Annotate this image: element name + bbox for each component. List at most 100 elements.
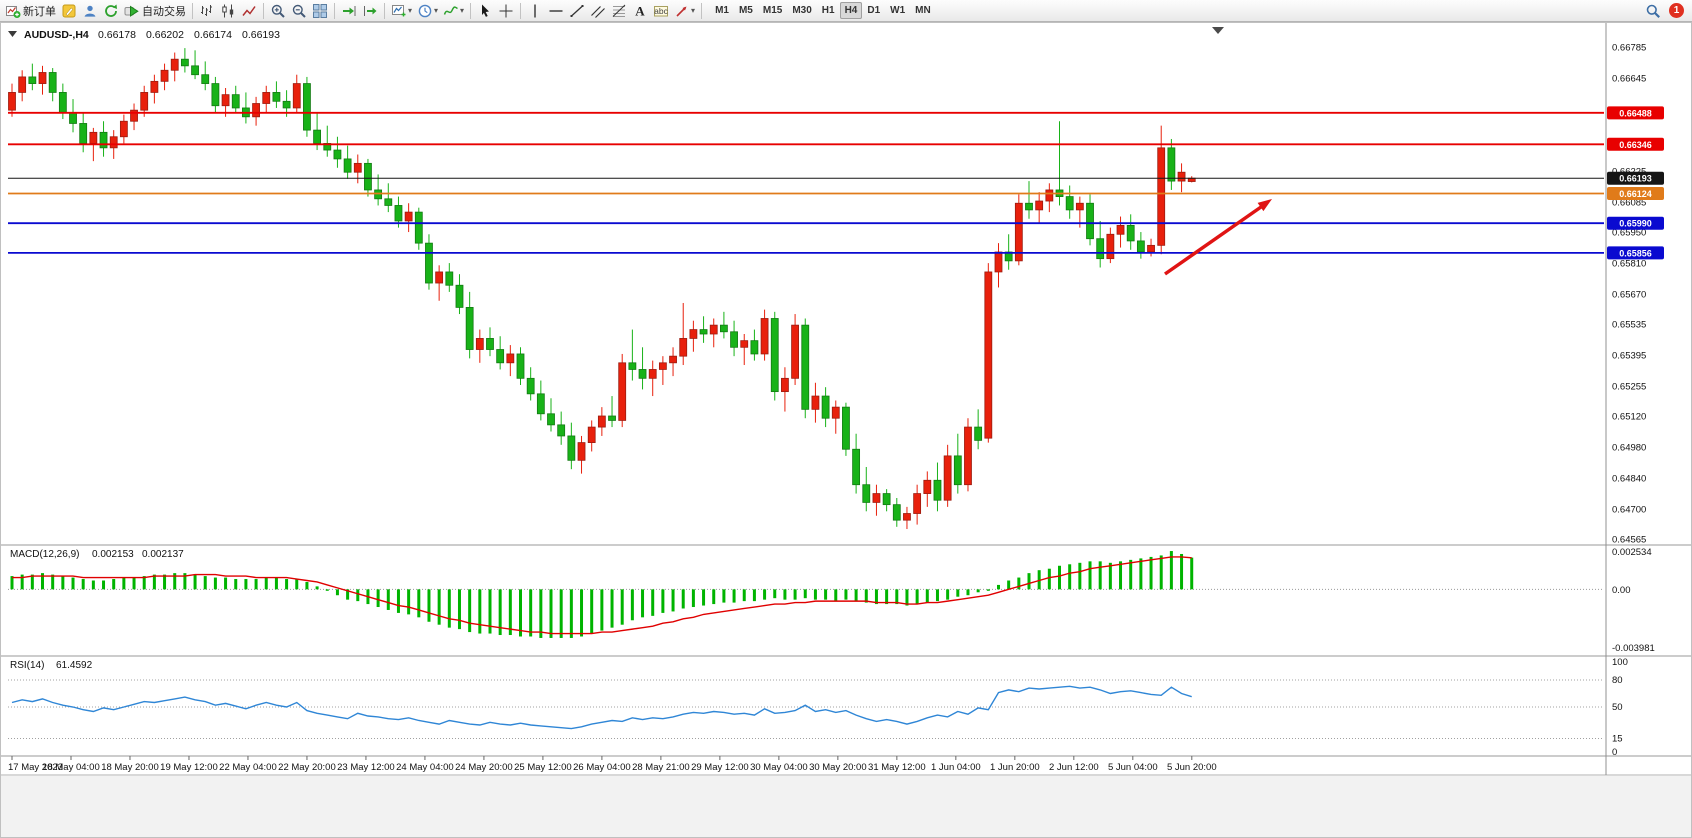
candle <box>445 271 454 286</box>
crosshair-icon <box>499 4 513 17</box>
price-badge <box>1607 186 1664 200</box>
zoom-in-button[interactable] <box>268 1 288 21</box>
vertical-line-button[interactable] <box>525 1 545 21</box>
time-label: 30 May 20:00 <box>809 762 867 773</box>
candle <box>211 83 220 107</box>
tile-windows-button[interactable] <box>310 1 330 21</box>
candle <box>170 58 179 71</box>
dropdown-arrow-icon[interactable]: ▾ <box>434 6 439 15</box>
bar-chart-button[interactable] <box>197 1 217 21</box>
vline-icon <box>534 4 536 17</box>
time-label: 30 May 04:00 <box>750 762 808 773</box>
candle <box>1086 202 1094 240</box>
timeframe-M1[interactable]: M1 <box>715 5 729 16</box>
zoom-out-button[interactable] <box>289 1 309 21</box>
text-label-button[interactable]: abc <box>651 1 671 21</box>
time-label: 18 May 20:00 <box>101 762 159 773</box>
candle <box>984 271 993 439</box>
candle <box>18 76 27 93</box>
price-badge-label: 0.66346 <box>1619 140 1652 150</box>
candle <box>414 211 423 244</box>
timeframe-H1[interactable]: H1 <box>821 5 835 16</box>
candle <box>669 355 677 364</box>
candle <box>791 324 799 379</box>
rsi-line <box>11 685 1192 730</box>
candle <box>567 435 576 461</box>
candle <box>628 362 637 370</box>
toolbar-right: 1 <box>1643 1 1689 21</box>
candle <box>689 329 698 339</box>
candle <box>160 69 169 82</box>
text-button[interactable]: A <box>630 1 650 21</box>
time-label: 1 Jun 20:00 <box>990 762 1040 773</box>
timeframe-MN[interactable]: MN <box>915 5 931 16</box>
trendline-button[interactable] <box>567 1 587 21</box>
crosshair-button[interactable] <box>496 1 516 21</box>
arrows-button[interactable]: ▾ <box>672 1 697 21</box>
toolbar-separator <box>470 2 472 19</box>
new-chart-button[interactable]: ▾ <box>389 1 414 21</box>
auto-trading-button[interactable]: 自动交易 <box>122 1 188 21</box>
chart-shift-button[interactable] <box>360 1 380 21</box>
equidistant-channel-button[interactable] <box>588 1 608 21</box>
timeframe-M30[interactable]: M30 <box>792 5 812 16</box>
candle <box>8 92 16 111</box>
new-order-button[interactable]: 新订单 <box>3 1 58 21</box>
candle <box>1136 240 1145 253</box>
search-button[interactable] <box>1643 1 1663 21</box>
candle <box>953 455 962 486</box>
price-tick-label: 0.66785 <box>1612 43 1646 54</box>
candle <box>1045 189 1054 202</box>
candle <box>882 493 891 506</box>
editor-button[interactable] <box>59 1 79 21</box>
trend-arrow-head[interactable] <box>1257 199 1272 212</box>
refresh-button[interactable] <box>101 1 121 21</box>
periods-button[interactable]: ▾ <box>415 1 440 21</box>
candle <box>425 242 433 284</box>
macd-histogram <box>10 551 1194 638</box>
trend-arrow[interactable] <box>1163 205 1263 276</box>
one-click-trading-toggle[interactable] <box>8 31 17 37</box>
timeframe-D1[interactable]: D1 <box>867 5 881 16</box>
candle <box>709 324 718 335</box>
time-label: 31 May 12:00 <box>868 762 926 773</box>
candle <box>486 338 494 350</box>
line-chart-button[interactable] <box>239 1 259 21</box>
price-tick-label: 0.64840 <box>1612 474 1646 485</box>
timeframe-M5[interactable]: M5 <box>738 5 753 16</box>
accounts-icon <box>84 5 96 17</box>
fibonacci-button[interactable] <box>609 1 629 21</box>
timeframe-W1[interactable]: W1 <box>890 5 906 16</box>
zoom-out-icon <box>292 4 306 18</box>
candle <box>862 484 871 503</box>
candle <box>526 377 535 395</box>
candle <box>994 251 1003 273</box>
dropdown-arrow-icon[interactable]: ▾ <box>460 6 465 15</box>
rsi-title: RSI(14) <box>10 660 44 671</box>
candlestick-chart-button[interactable] <box>218 1 238 21</box>
macd-value-main: 0.002153 <box>92 549 134 560</box>
dropdown-arrow-icon[interactable]: ▾ <box>691 6 696 15</box>
candle <box>435 271 444 284</box>
cursor-button[interactable] <box>475 1 495 21</box>
rsi-scale-label: 15 <box>1612 734 1623 745</box>
candle <box>831 406 840 419</box>
indicators-button[interactable]: ▾ <box>441 1 466 21</box>
toolbar-separator <box>384 2 385 19</box>
dropdown-arrow-icon[interactable]: ▾ <box>408 6 413 15</box>
candle <box>740 340 749 348</box>
candle <box>801 324 810 410</box>
candle <box>333 149 342 160</box>
price-badge-label: 0.66488 <box>1619 108 1652 118</box>
notification-badge[interactable]: 1 <box>1669 3 1684 18</box>
candle <box>79 123 88 144</box>
accounts-button[interactable] <box>80 1 100 21</box>
price-badge <box>1607 246 1664 260</box>
horizontal-line-button[interactable] <box>546 1 566 21</box>
timeframe-H4[interactable]: H4 <box>839 2 863 19</box>
macd-scale-min: -0.003981 <box>1612 643 1655 654</box>
editor-icon <box>62 4 76 17</box>
auto-scroll-button[interactable] <box>339 1 359 21</box>
timeframe-M15[interactable]: M15 <box>762 5 783 16</box>
chart-area[interactable]: 0.667850.666450.662250.660850.659500.658… <box>0 22 1692 838</box>
